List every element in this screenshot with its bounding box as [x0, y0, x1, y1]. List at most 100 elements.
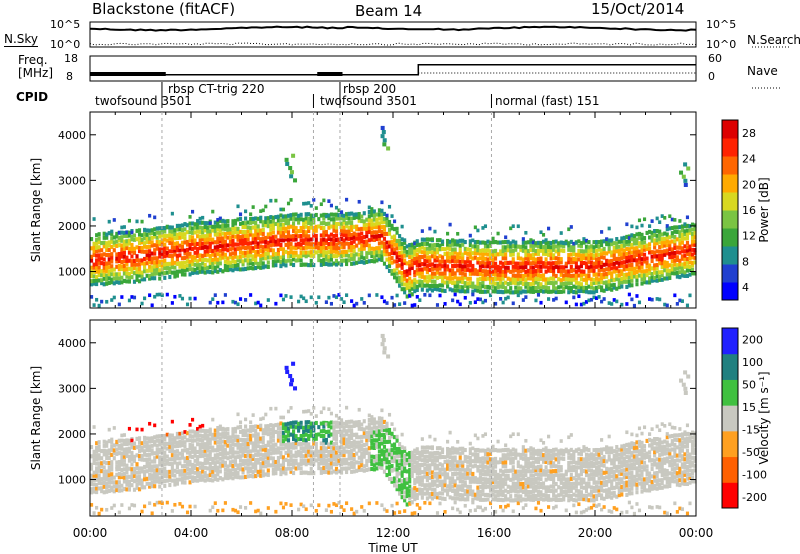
power-cell: [125, 245, 129, 251]
power-cell: [319, 213, 323, 218]
power-cell: [175, 248, 179, 253]
velocity-cell: [107, 460, 111, 466]
velocity-cell-upper: [302, 409, 306, 414]
velocity-cell: [261, 435, 265, 441]
power-cell: [201, 237, 205, 242]
power-cell: [193, 222, 197, 227]
power-cell: [342, 253, 346, 258]
power-cell: [678, 270, 682, 275]
power-cell: [680, 240, 684, 245]
power-cell: [286, 221, 291, 226]
power-cell: [420, 267, 424, 272]
power-cell: [471, 263, 475, 269]
velocity-cell: [228, 455, 232, 460]
power-cell: [160, 259, 164, 264]
power-cell-near: [554, 296, 558, 301]
power-cell: [663, 252, 667, 257]
power-cell: [178, 231, 182, 236]
power-cell: [261, 261, 265, 266]
velocity-cell: [443, 483, 447, 488]
power-cell: [137, 249, 142, 254]
velocity-cell: [170, 448, 174, 454]
power-cell: [617, 264, 621, 269]
velocity-cell: [153, 464, 157, 469]
velocity-cell: [279, 421, 283, 426]
power-cell: [110, 231, 114, 236]
power-cell: [549, 281, 553, 286]
power-cell: [299, 258, 303, 263]
velocity-cell: [208, 473, 212, 478]
power-cell: [299, 253, 303, 259]
power-cell-upper: [451, 238, 455, 242]
power-cell-near: [678, 298, 682, 303]
power-cell: [97, 269, 101, 274]
power-cell: [140, 237, 144, 242]
power-cell: [130, 259, 134, 264]
velocity-cell: [456, 496, 460, 501]
power-cell: [355, 260, 359, 265]
power-cell: [610, 253, 614, 258]
power-cell: [433, 250, 437, 255]
velocity-cell-upper: [433, 437, 437, 442]
power-cell: [428, 249, 432, 254]
velocity-cell-near: [413, 511, 417, 515]
power-cell-near: [100, 299, 104, 304]
velocity-cell: [148, 481, 152, 486]
velocity-cell: [153, 472, 157, 477]
power-cell: [600, 251, 604, 256]
power-cell: [100, 253, 104, 258]
power-cell: [400, 275, 404, 280]
power-cell: [95, 233, 99, 238]
power-cell: [496, 268, 500, 273]
velocity-cell: [415, 447, 419, 452]
power-cell: [663, 231, 667, 236]
power-cell: [552, 255, 556, 260]
power-cell: [413, 273, 417, 278]
power-cell: [97, 253, 101, 258]
power-cell: [276, 214, 280, 219]
velocity-cell-upper: [117, 438, 121, 443]
power-cell: [607, 238, 611, 243]
power-cell: [150, 228, 154, 233]
velocity-cell: [372, 458, 376, 463]
power-cell: [521, 265, 525, 270]
velocity-cell: [216, 444, 220, 449]
power-cell: [577, 257, 581, 262]
power-cell: [693, 227, 697, 232]
velocity-cell: [140, 453, 144, 459]
power-cell: [488, 269, 493, 274]
power-cell: [579, 277, 583, 282]
power-cell: [582, 289, 586, 294]
power-cell: [655, 274, 659, 279]
power-cell: [408, 260, 412, 265]
power-cell: [693, 239, 697, 244]
power-cell: [236, 234, 240, 239]
velocity-cell-near: [238, 505, 243, 509]
power-cell: [170, 225, 174, 230]
power-cell: [218, 236, 222, 241]
velocity-cell: [284, 437, 288, 442]
velocity-cell: [115, 480, 119, 485]
power-cell: [579, 264, 583, 269]
velocity-cell: [241, 462, 245, 467]
velocity-cell: [451, 450, 455, 455]
power-cell: [148, 240, 152, 245]
velocity-cell: [299, 420, 303, 425]
power-cell: [529, 253, 533, 258]
power-cell: [584, 273, 589, 278]
power-cell: [509, 260, 513, 265]
power-cell: [478, 261, 482, 266]
velocity-cell: [120, 446, 124, 451]
power-cell: [577, 265, 581, 270]
power-cell: [398, 270, 402, 275]
velocity-cell: [145, 464, 149, 469]
power-cell-upper: [481, 226, 485, 230]
power-cell: [249, 258, 253, 263]
power-cell: [375, 221, 379, 226]
velocity-cell: [102, 484, 106, 489]
velocity-cell: [231, 434, 235, 439]
velocity-cell: [173, 482, 177, 487]
velocity-cell: [281, 441, 286, 446]
power-cell: [552, 272, 556, 277]
velocity-cell: [168, 437, 172, 442]
